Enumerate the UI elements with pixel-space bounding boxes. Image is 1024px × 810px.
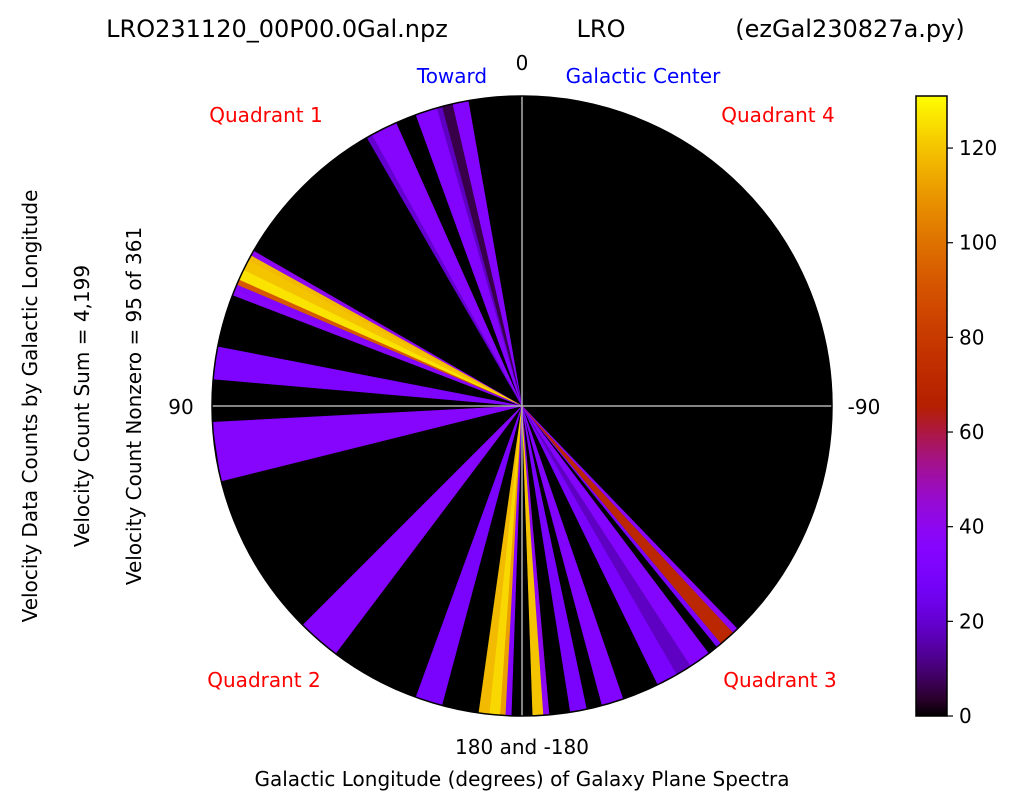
quadrant-3-label: Quadrant 3 <box>723 668 836 692</box>
title-station: LRO <box>577 15 626 43</box>
direction-label-left: 90 <box>168 395 193 419</box>
colorbar: 0 20 40 60 80 100 120 <box>915 95 997 728</box>
colorbar-tick-label-4: 80 <box>959 325 984 349</box>
colorbar-tick-label-0: 0 <box>959 704 972 728</box>
xlabel: Galactic Longitude (degrees) of Galaxy P… <box>254 767 789 791</box>
colorbar-tick-label-2: 40 <box>959 515 984 539</box>
colorbar-ticks: 0 20 40 60 80 100 120 <box>947 136 997 728</box>
polar-plot <box>211 95 833 717</box>
direction-label-right: -90 <box>848 395 881 419</box>
colorbar-tick-label-1: 20 <box>959 609 984 633</box>
ylabel-nonzero: Velocity Count Nonzero = 95 of 361 <box>122 227 146 585</box>
quadrant-4-label: Quadrant 4 <box>721 103 834 127</box>
ylabel-counts: Velocity Data Counts by Galactic Longitu… <box>18 190 42 623</box>
quadrant-1-label: Quadrant 1 <box>209 103 322 127</box>
quadrant-2-label: Quadrant 2 <box>207 668 320 692</box>
direction-label-top: 0 <box>516 51 529 75</box>
galactic-center-label: Galactic Center <box>566 64 721 88</box>
colorbar-tick-label-3: 60 <box>959 420 984 444</box>
colorbar-tick-label-6: 120 <box>959 136 997 160</box>
wedge-14 <box>212 405 523 482</box>
title-file: LRO231120_00P00.0Gal.npz <box>106 15 448 43</box>
direction-label-bottom: 180 and -180 <box>455 735 589 759</box>
toward-label: Toward <box>416 64 487 88</box>
plot-border <box>211 95 833 717</box>
ylabel-sum: Velocity Count Sum = 4,199 <box>70 265 94 547</box>
wedge-15 <box>302 405 523 655</box>
title-program: (ezGal230827a.py) <box>735 15 964 43</box>
colorbar-tick-label-5: 100 <box>959 231 997 255</box>
colorbar-bar <box>915 95 948 717</box>
wedge-group <box>212 100 738 717</box>
